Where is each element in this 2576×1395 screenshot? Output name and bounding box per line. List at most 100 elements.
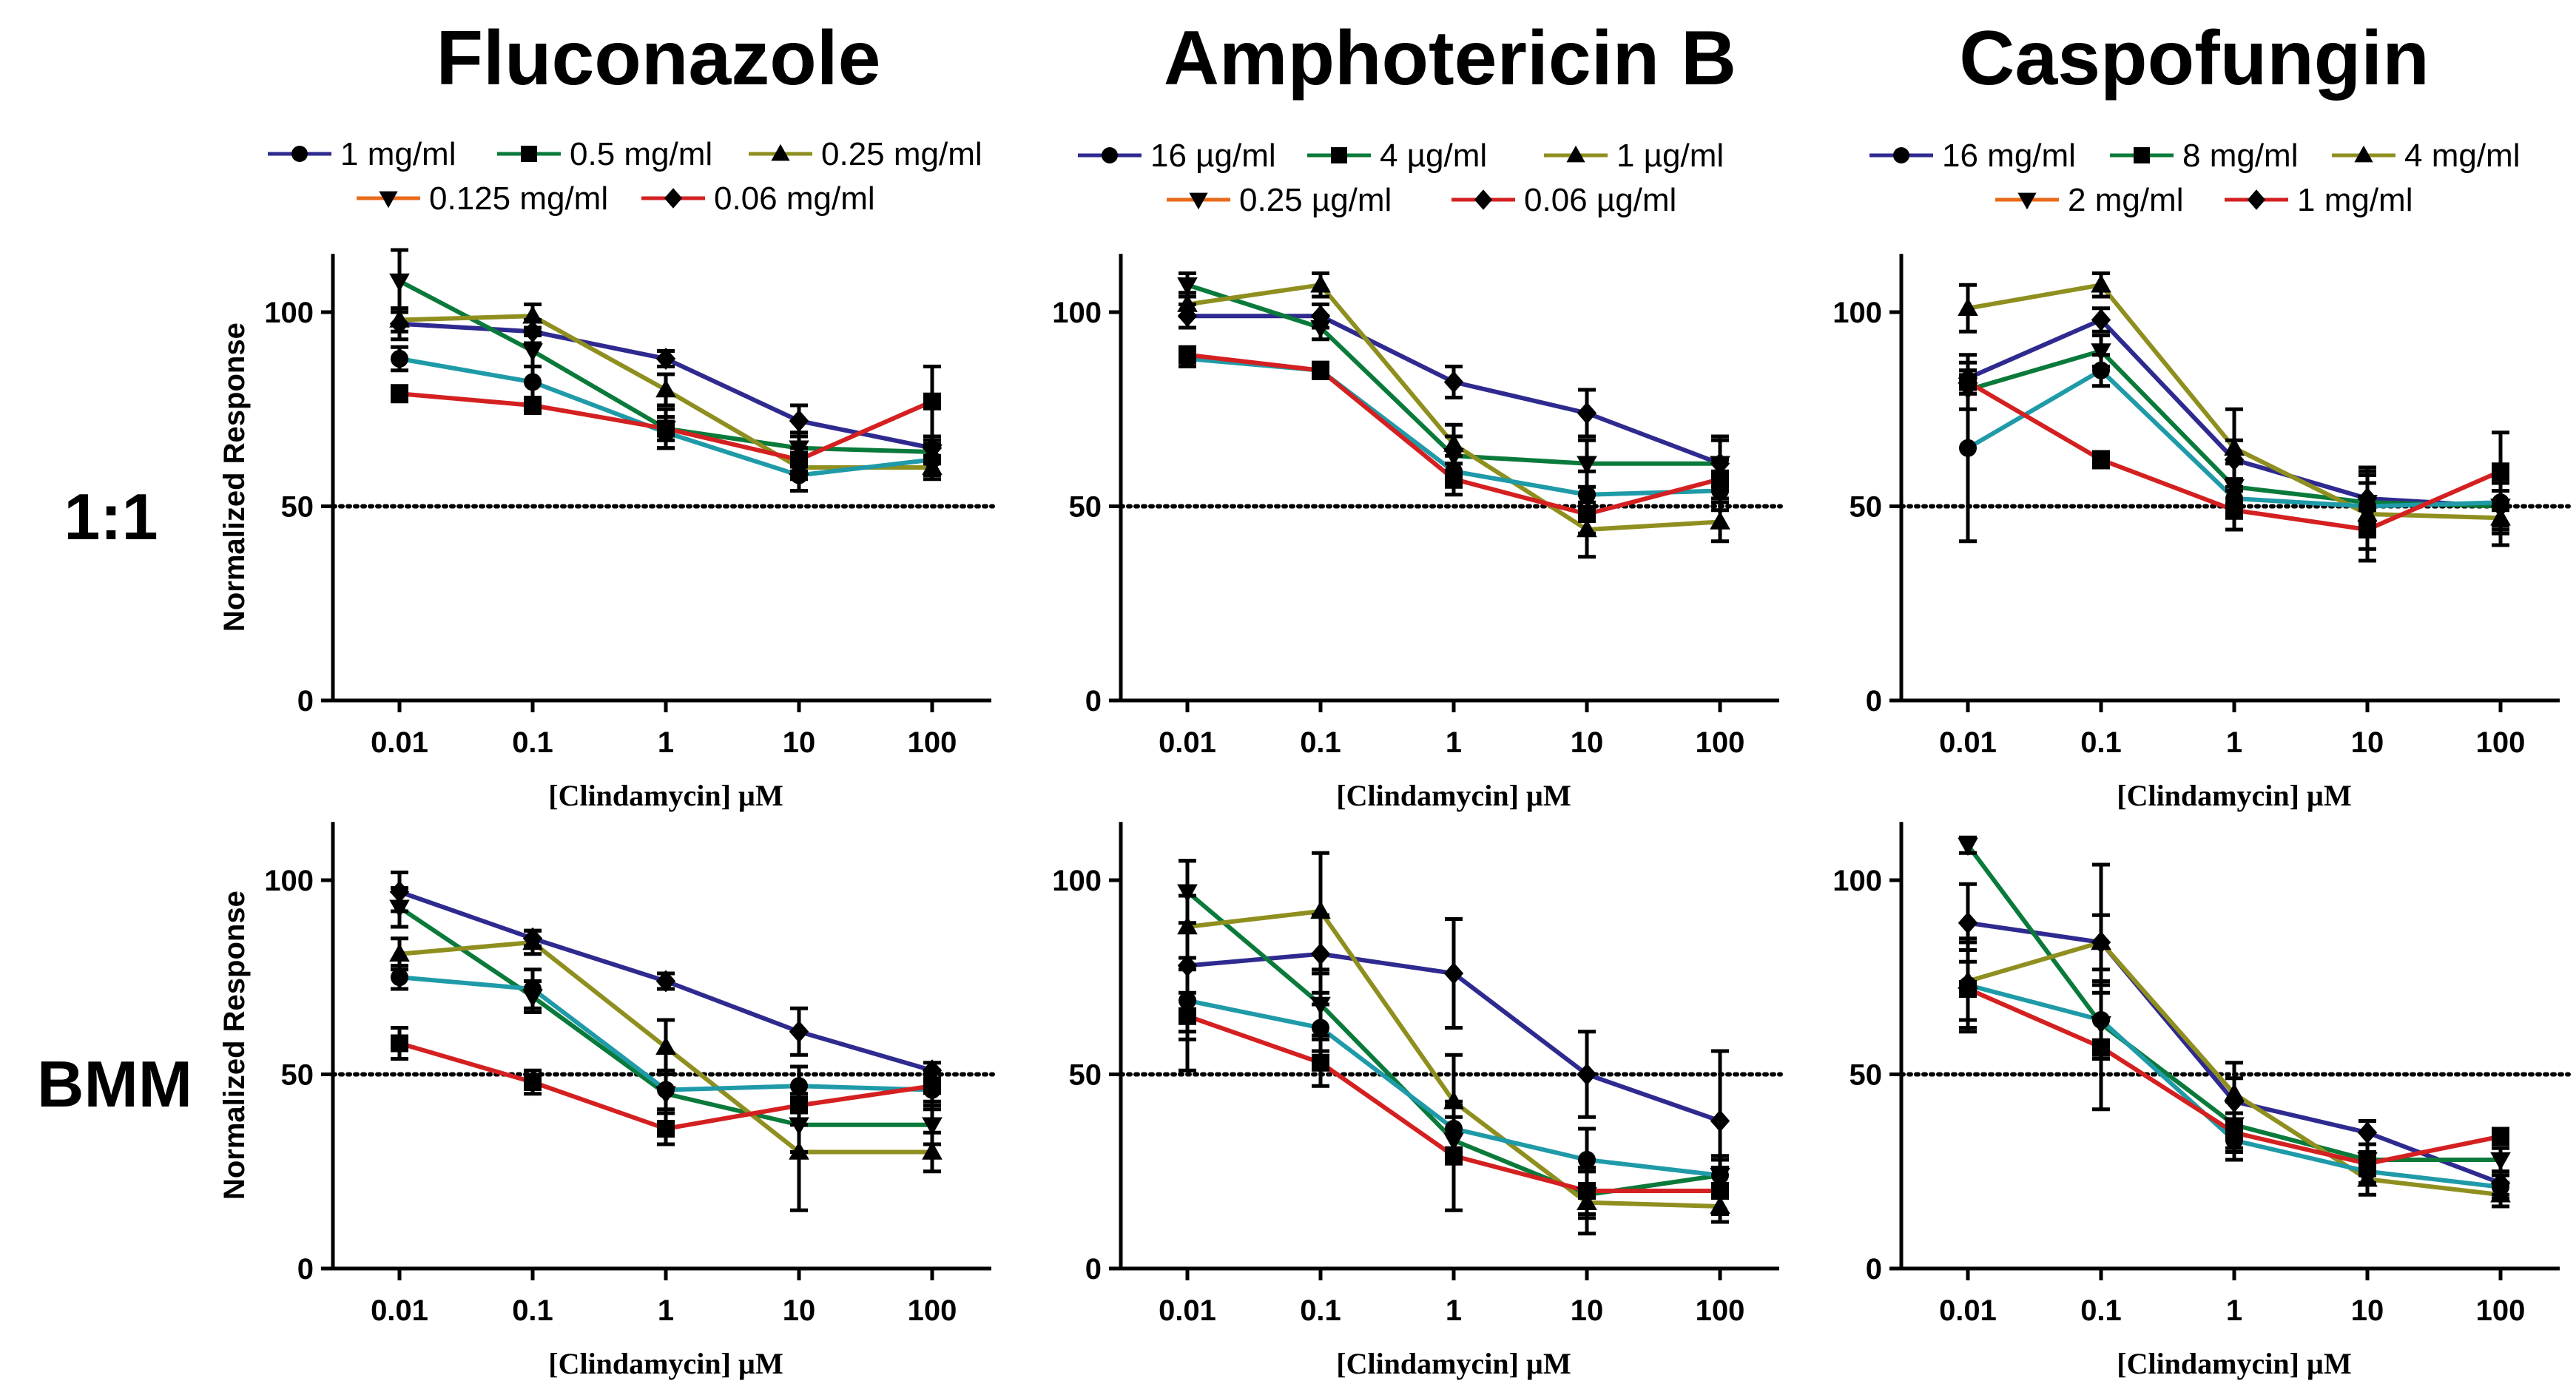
data-point: [790, 1096, 808, 1115]
y-tick-label: 50: [281, 1059, 314, 1092]
legend-marker-icon: [291, 146, 308, 162]
legend-swatch-icon: [1995, 192, 2059, 210]
chart-fluconazole-bmm: 0 50 100 0.01 0.1 1 10 100 [Clindamycin] µM Norma…: [218, 822, 995, 1380]
data-point: [1179, 345, 1196, 364]
legend-label: 0.5 mg/ml: [570, 136, 713, 172]
y-tick-label: 0: [1085, 685, 1102, 717]
y-tick-label: 0: [1866, 685, 1882, 717]
y-tick-label: 0: [1085, 1253, 1102, 1286]
data-point: [789, 1020, 809, 1043]
data-point: [1310, 942, 1331, 965]
data-point: [1711, 1182, 1729, 1200]
data-point: [524, 373, 542, 391]
data-point: [1958, 837, 1978, 857]
legend-label: 0.06 mg/ml: [714, 180, 875, 217]
data-point: [1443, 962, 1464, 984]
data-point: [524, 396, 542, 414]
x-tick-label: 10: [2351, 726, 2384, 759]
data-point: [1177, 277, 1198, 296]
data-point: [1177, 954, 1198, 977]
data-point: [524, 980, 542, 998]
data-point: [1577, 402, 1597, 425]
legend-marker-icon: [771, 143, 790, 161]
data-point: [2358, 521, 2376, 538]
data-point: [2092, 1011, 2110, 1029]
legend-marker-icon: [1474, 189, 1493, 210]
legend-label: 4 µg/ml: [1380, 138, 1488, 174]
data-point: [657, 1120, 675, 1138]
x-tick-label: 10: [783, 726, 816, 759]
data-point: [1443, 371, 1464, 393]
data-point: [389, 899, 410, 919]
data-point: [2092, 450, 2110, 469]
data-point: [790, 466, 808, 484]
legend-label: 16 µg/ml: [1150, 138, 1276, 174]
data-point: [1445, 470, 1463, 488]
data-point: [1958, 297, 1978, 316]
data-point: [922, 1141, 943, 1160]
x-tick-label: 0.01: [1159, 1294, 1216, 1327]
legend-swatch-icon: [1544, 145, 1608, 163]
data-point: [1443, 448, 1464, 467]
data-point: [1578, 505, 1596, 523]
legend-marker-icon: [2354, 145, 2373, 163]
x-tick-label: 0.1: [2080, 1294, 2122, 1327]
legend-swatch-icon: [268, 146, 331, 162]
x-tick-label: 0.1: [512, 1294, 553, 1327]
data-point: [1310, 900, 1331, 919]
y-tick-label: 50: [1069, 491, 1102, 524]
data-point: [1711, 470, 1729, 488]
x-tick-label: 0.01: [1939, 1294, 1997, 1327]
row-label-1-1: 1:1: [64, 480, 158, 553]
data-point: [789, 1117, 809, 1136]
chart-caspofungin-bmm: 0 50 100 0.01 0.1 1 10 100 [Clindamycin] µM: [1832, 822, 2571, 1380]
legend-marker-icon: [1102, 147, 1118, 163]
x-tick-label: 0.1: [1300, 726, 1341, 759]
data-point: [522, 931, 543, 950]
data-point: [1710, 511, 1730, 530]
data-point: [389, 273, 410, 292]
y-tick-label: 0: [297, 685, 314, 717]
legend-marker-icon: [521, 146, 537, 162]
y-tick-label: 0: [1866, 1253, 1882, 1286]
legend-label: 0.25 µg/ml: [1239, 182, 1392, 218]
data-point: [2224, 479, 2245, 498]
x-tick-label: 10: [1571, 726, 1604, 759]
data-point: [2490, 507, 2511, 526]
legend-label: 2 mg/ml: [2068, 182, 2184, 218]
data-point: [1443, 1132, 1464, 1152]
x-axis-label: [Clindamycin] µM: [548, 1347, 783, 1380]
data-point: [2357, 1121, 2378, 1144]
data-point: [789, 1141, 809, 1160]
data-point: [1179, 991, 1196, 1010]
data-point: [1312, 361, 1329, 379]
legend-label: 1 mg/ml: [2297, 182, 2413, 218]
data-point: [1959, 373, 1977, 391]
x-tick-label: 10: [2351, 1294, 2384, 1327]
data-point: [2358, 1155, 2376, 1173]
legend-label: 0.25 mg/ml: [821, 136, 982, 172]
data-point: [2492, 1178, 2509, 1196]
data-point: [789, 410, 809, 432]
data-point: [389, 309, 410, 328]
y-tick-label: 50: [1069, 1059, 1102, 1092]
data-point: [1578, 1182, 1596, 1200]
legend-swatch-icon: [1307, 147, 1371, 163]
data-point: [1959, 439, 1977, 457]
data-point: [923, 450, 941, 469]
data-point: [1959, 980, 1977, 998]
data-point: [1312, 1019, 1329, 1037]
legend-swatch-icon: [1869, 147, 1933, 163]
data-point: [1577, 456, 1597, 475]
data-point: [923, 1077, 941, 1095]
data-point: [2224, 1083, 2245, 1101]
data-point: [2490, 1152, 2511, 1171]
legend-marker-icon: [664, 188, 683, 209]
x-tick-label: 100: [908, 1294, 957, 1327]
data-point: [2091, 343, 2111, 362]
data-point: [657, 1081, 675, 1099]
x-axis-label: [Clindamycin] µM: [548, 779, 783, 812]
y-tick-label: 100: [264, 865, 314, 897]
data-point: [2225, 501, 2243, 519]
legend-swatch-icon: [1167, 192, 1230, 210]
